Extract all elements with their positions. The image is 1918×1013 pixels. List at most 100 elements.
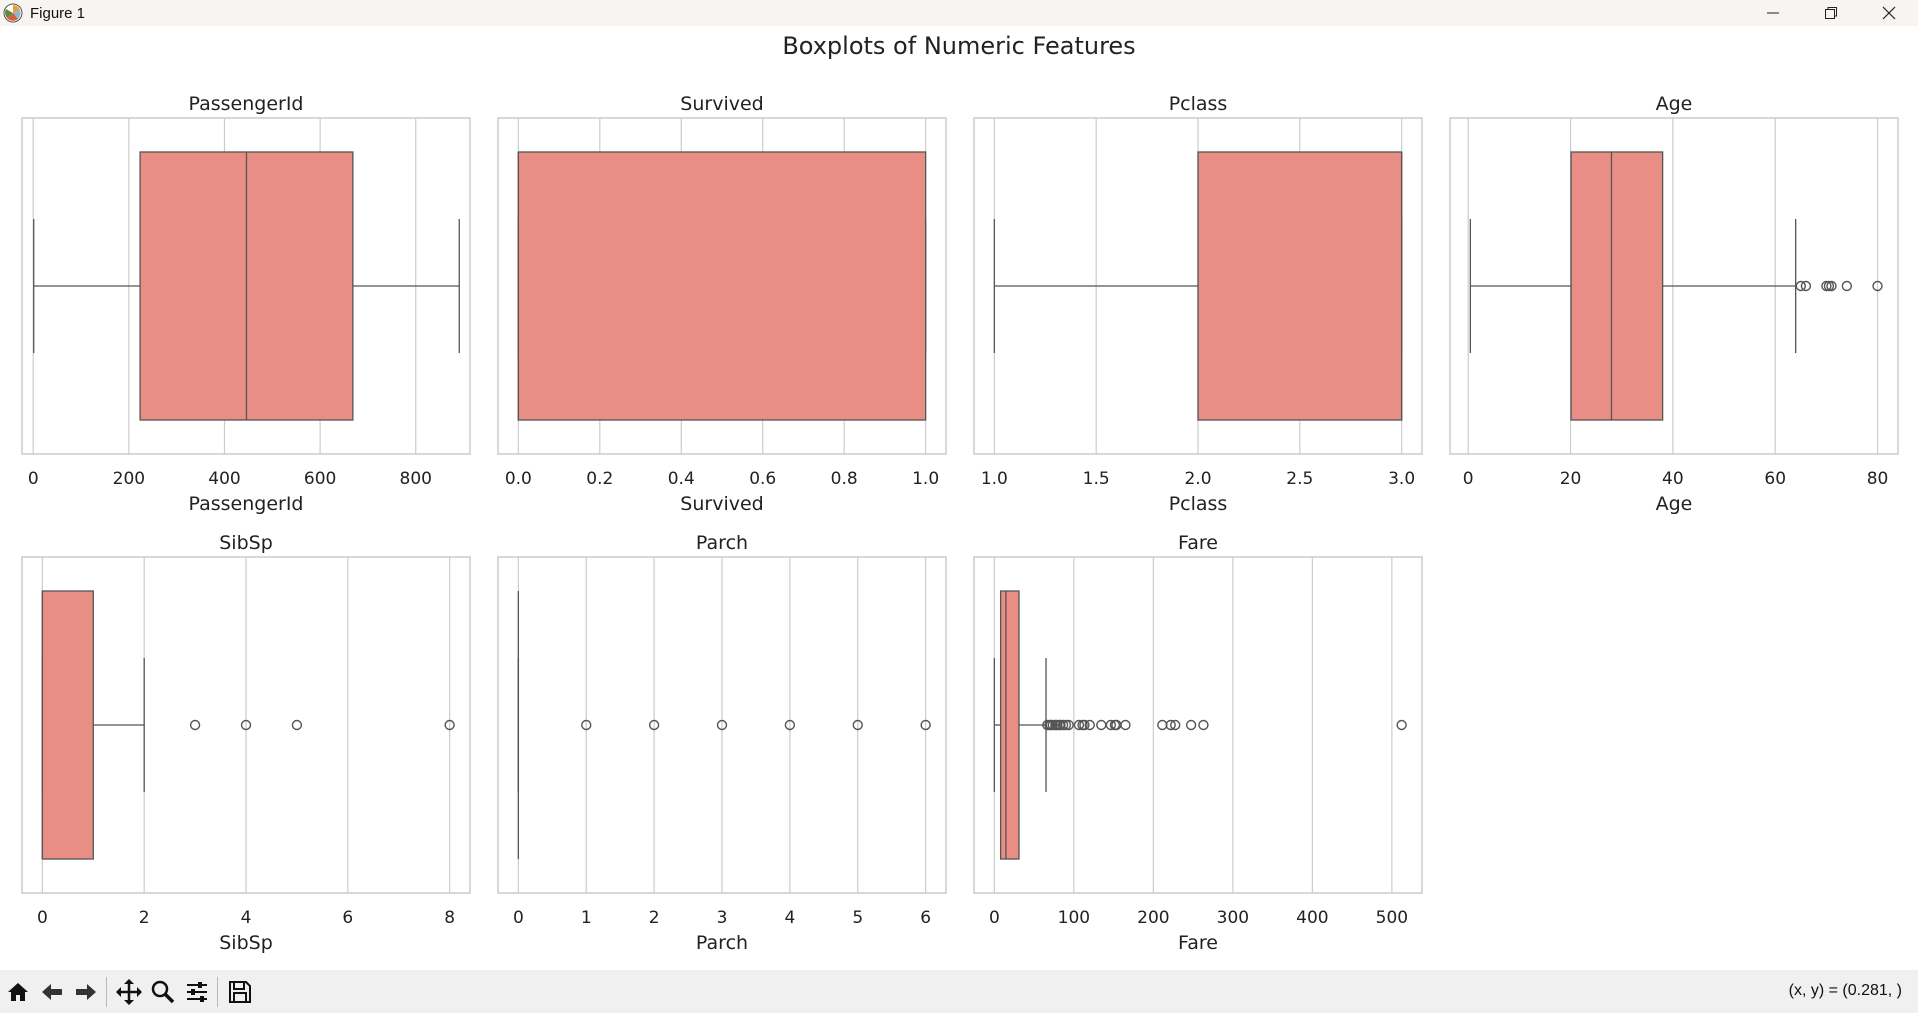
flier-point (716, 719, 728, 731)
subplot-age: Age 0 20 40 60 80 Age (1449, 93, 1899, 515)
x-tick-label: 100 (1058, 908, 1090, 928)
flier-point (581, 719, 592, 731)
figure-canvas[interactable]: Boxplots of Numeric Features PassengerId 0… (0, 26, 1918, 970)
close-icon (1882, 6, 1896, 20)
axes-frame (21, 117, 471, 455)
box-iqr (41, 590, 94, 860)
flier-point (852, 719, 863, 731)
forward-icon (76, 983, 96, 1000)
x-tick-label: 400 (208, 469, 240, 489)
back-button[interactable] (36, 975, 68, 1009)
box-iqr (517, 151, 927, 421)
flier-point (189, 719, 201, 731)
navigation-toolbar: (x, y) = (0.281, ) (0, 970, 1918, 1013)
pan-icon (116, 978, 142, 1005)
flier-point (1795, 280, 1806, 292)
axes-frame (1449, 117, 1899, 455)
subplot-title: PassengerId (188, 93, 303, 115)
x-axis-label: Fare (1178, 932, 1218, 954)
x-tick-label: 500 (1376, 908, 1408, 928)
x-tick-label: 80 (1867, 469, 1889, 489)
zoom-button[interactable] (147, 975, 179, 1009)
subplot-title: Pclass (1169, 93, 1228, 115)
x-tick-label: 1.0 (912, 469, 939, 489)
flier-point (1800, 280, 1812, 292)
flier-point (1826, 280, 1837, 292)
configure-subplots-icon (187, 981, 207, 1002)
x-tick-label: 0 (989, 908, 1000, 928)
flier-point (1060, 719, 1072, 731)
box-iqr (1197, 151, 1403, 421)
x-tick-label: 0.6 (749, 469, 776, 489)
x-tick-label: 600 (304, 469, 336, 489)
flier-point (1185, 719, 1197, 731)
x-tick-label: 3 (717, 908, 728, 928)
figure-svg: Boxplots of Numeric Features PassengerId 0… (21, 32, 1899, 954)
x-axis-label: Parch (696, 932, 748, 954)
flier-point (291, 719, 303, 731)
close-button[interactable] (1860, 0, 1918, 26)
flier-point (1120, 719, 1131, 731)
x-tick-label: 2 (649, 908, 660, 928)
x-axis-label: Age (1656, 493, 1693, 515)
configure-subplots-button[interactable] (181, 975, 213, 1009)
x-tick-label: 400 (1296, 908, 1328, 928)
flier-point (1063, 719, 1074, 731)
window-titlebar: Figure 1 (0, 0, 1918, 26)
x-tick-label: 20 (1560, 469, 1582, 489)
restore-button[interactable] (1802, 0, 1860, 26)
x-tick-label: 6 (920, 908, 931, 928)
flier-point (1057, 719, 1069, 731)
x-tick-label: 8 (444, 908, 455, 928)
flier-point (784, 719, 796, 731)
x-tick-label: 0.8 (831, 469, 858, 489)
x-tick-label: 800 (400, 469, 432, 489)
x-tick-label: 6 (342, 908, 353, 928)
x-tick-label: 4 (784, 908, 795, 928)
subplot-title: Age (1656, 93, 1693, 115)
home-button[interactable] (2, 975, 34, 1009)
minimize-icon (1767, 12, 1779, 14)
subplot-sibsp: SibSp 0 2 4 6 8 SibSp (21, 532, 471, 954)
axes-frame (497, 117, 947, 455)
x-axis-label: Survived (680, 493, 763, 515)
x-tick-label: 300 (1217, 908, 1249, 928)
forward-button[interactable] (70, 975, 102, 1009)
minimize-button[interactable] (1744, 0, 1802, 26)
pan-button[interactable] (113, 975, 145, 1009)
subplot-title: Parch (696, 532, 748, 554)
x-tick-label: 3.0 (1388, 469, 1415, 489)
flier-point (1396, 719, 1407, 731)
flier-point (1170, 719, 1181, 731)
toolbar-separator (217, 976, 218, 1007)
x-tick-label: 60 (1764, 469, 1786, 489)
flier-point (1079, 719, 1090, 731)
flier-point (648, 719, 660, 731)
window-title: Figure 1 (30, 4, 86, 22)
save-button[interactable] (224, 975, 256, 1009)
subplot-survived: Survived 0.0 0.2 0.4 0.6 0.8 1.0 Survived (497, 93, 947, 515)
x-tick-label: 0.4 (668, 469, 695, 489)
coordinate-readout: (x, y) = (0.281, ) (1788, 982, 1902, 999)
flier-point (1055, 719, 1066, 731)
flier-point (1096, 719, 1107, 731)
restore-icon (1825, 7, 1837, 19)
x-tick-label: 40 (1662, 469, 1684, 489)
flier-point (1084, 719, 1095, 731)
axes-frame (497, 556, 947, 894)
x-axis-label: SibSp (219, 932, 273, 954)
x-tick-label: 2 (139, 908, 150, 928)
flier-point (1073, 719, 1085, 731)
x-tick-label: 0 (513, 908, 524, 928)
x-tick-label: 0 (1463, 469, 1474, 489)
toolbar-separator (106, 976, 107, 1007)
x-tick-label: 0 (37, 908, 48, 928)
figure-suptitle: Boxplots of Numeric Features (782, 32, 1135, 60)
x-tick-label: 0.0 (505, 469, 532, 489)
axes-frame (973, 117, 1423, 455)
subplot-title: SibSp (219, 532, 273, 554)
x-tick-label: 5 (852, 908, 863, 928)
x-axis-label: PassengerId (188, 493, 303, 515)
x-tick-label: 1.5 (1083, 469, 1110, 489)
flier-point (1165, 719, 1176, 731)
